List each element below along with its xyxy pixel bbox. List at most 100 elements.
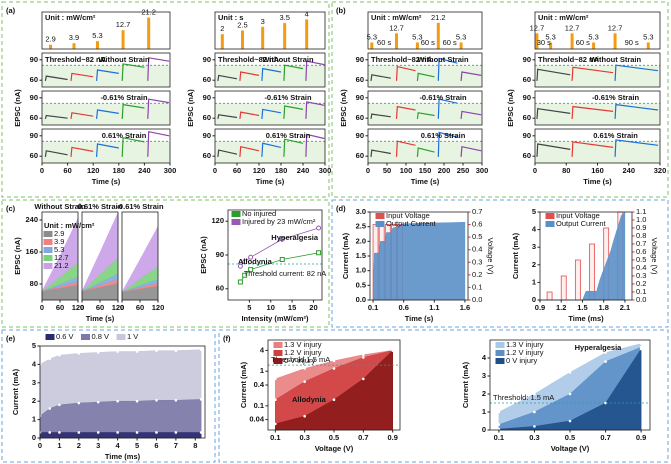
y-tick-label: 0.4 [254, 380, 265, 389]
y-tick-label: 1.5 [356, 251, 366, 260]
legend-swatch [45, 334, 55, 340]
y-axis-title: Current (mA) [341, 232, 350, 279]
value-label: 12.7 [565, 23, 580, 32]
x-tick-label: 5 [135, 441, 139, 450]
value-label: 12.7 [530, 23, 545, 32]
x-tick-label: 60 [233, 166, 241, 175]
y-tick-label: 1.0 [356, 266, 366, 275]
plot-frame [534, 52, 661, 88]
pulse-bar [283, 23, 287, 49]
y-tick-label: 90 [356, 55, 364, 64]
pulse-bar [549, 42, 553, 49]
series-line [305, 101, 325, 119]
x-tick-label: 60 [96, 303, 104, 312]
y-tick-label: 90 [203, 131, 211, 140]
point [639, 342, 643, 345]
legend-label: 2.9 [54, 229, 64, 238]
legend-label: 0 V injury [284, 356, 316, 365]
point [77, 401, 81, 405]
legend-swatch [375, 213, 385, 219]
gap-label: 60 s [576, 38, 590, 47]
series-line [305, 133, 325, 157]
x-tick-label: 0 [80, 303, 84, 312]
point [533, 410, 536, 414]
point [604, 360, 607, 363]
y-tick-label: 0.0 [356, 295, 366, 304]
chart-title: Without Strain [262, 55, 314, 64]
x-tick-label: 0 [40, 166, 44, 175]
threshold-label: Threshold~82 nA [218, 55, 280, 64]
x-tick-label: 200 [438, 166, 451, 175]
y-tick-label: 5 [532, 207, 536, 216]
series-line [217, 114, 238, 120]
y-tick-label: 90 [203, 55, 211, 64]
y-tick-label: 60 [203, 151, 211, 160]
value-label: 12.7 [116, 20, 131, 29]
gap-label: 30 s [537, 38, 551, 47]
y-tick-label: 90 [523, 55, 531, 64]
y-tick-label: 60 [30, 151, 38, 160]
x-tick-label: 0 [366, 166, 370, 175]
series-line [239, 71, 260, 81]
panel-frame [1, 1, 330, 198]
threshold-zone [42, 65, 170, 87]
x-axis-title: Voltage (V) [315, 444, 354, 453]
y-tick-label: 90 [30, 131, 38, 140]
x-tick-label: 0.7 [358, 433, 368, 442]
y-tick-label: 2 [32, 396, 36, 405]
y-tick-label: 2.5 [356, 222, 366, 231]
plot-frame [214, 128, 326, 164]
y-tick-label: 4 [482, 353, 487, 362]
plot-frame [367, 11, 483, 50]
y-tick-label: 60 [216, 284, 224, 293]
point [155, 398, 158, 402]
x-tick-label: 1 [57, 441, 61, 450]
gap-label: 60 s [443, 38, 457, 47]
gap-label: 60 s [421, 38, 435, 47]
x-tick-label: 0.9 [387, 433, 397, 442]
value-label: 5.3 [643, 32, 653, 41]
legend-label: 1.3 V injury [506, 340, 544, 349]
pulse-bar [646, 42, 650, 49]
voltage-bar [546, 291, 553, 301]
y2-tick-label: 1.0 [636, 215, 646, 224]
panel-label: (f) [223, 334, 231, 343]
y2-tick-label: 0.2 [472, 270, 482, 279]
series-line [44, 114, 68, 120]
y-axis-title: EPSC (nA) [339, 89, 348, 127]
series-line [370, 74, 391, 81]
x-tick-label: 240 [622, 166, 635, 175]
x-tick-label: 0.5 [329, 433, 339, 442]
panel-frame [331, 199, 669, 328]
y2-tick-label: 0.4 [472, 245, 482, 254]
x-tick-label: 300 [319, 166, 332, 175]
pulse-bar [459, 42, 463, 49]
y-axis-title: EPSC (nA) [199, 236, 208, 274]
series-line [283, 105, 304, 119]
y2-tick-label: 0.6 [472, 220, 482, 229]
y-tick-label: 3 [482, 371, 486, 380]
y-axis-title: EPSC (nA) [13, 237, 22, 275]
x-tick-label: 2.1 [620, 303, 630, 312]
plot-frame [534, 90, 661, 126]
threshold-label: Threshold~82 nA [371, 55, 433, 64]
point [362, 353, 365, 357]
legend-swatch [43, 255, 53, 261]
x-axis-title: Time (s) [583, 177, 612, 186]
x-axis-title: Intensity (mW/cm²) [241, 314, 309, 323]
series-line [571, 105, 614, 119]
point [48, 407, 52, 410]
point [96, 431, 100, 434]
x-tick-label: 1.5 [577, 303, 587, 312]
pulse-bar [370, 42, 374, 49]
series-line [70, 72, 94, 81]
x-axis-title: Time (s) [86, 314, 115, 323]
x-tick-label: 0 [38, 441, 42, 450]
legend-label: 5.3 [54, 245, 64, 254]
legend-label: Injured by 23 mW/cm² [242, 217, 316, 226]
point [332, 359, 336, 363]
series-line [96, 143, 119, 157]
y-tick-label: 60 [523, 75, 531, 84]
value-label: 12.7 [608, 23, 623, 32]
legend-label: 1.2 V injury [284, 348, 322, 357]
